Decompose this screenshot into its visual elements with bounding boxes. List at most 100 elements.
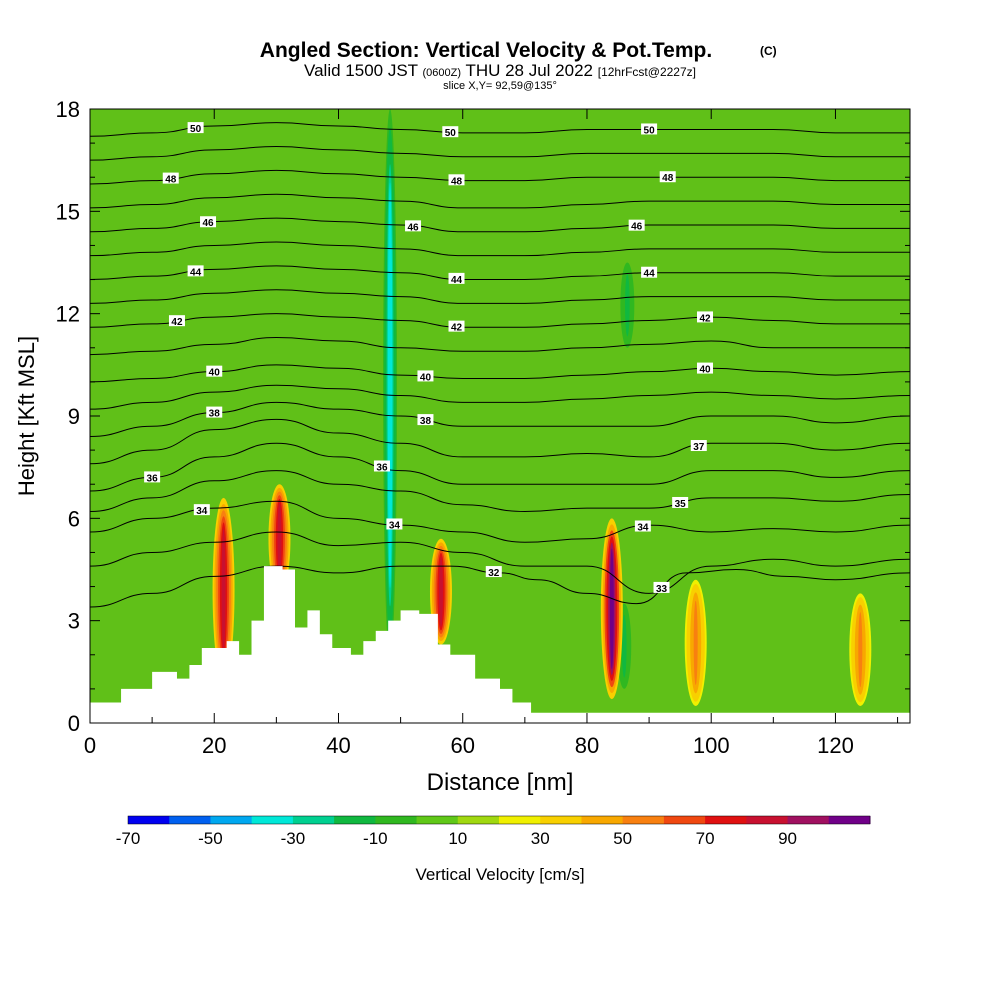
- colorbar-swatch: [622, 816, 665, 824]
- isentrope-label: 34: [193, 504, 210, 517]
- isentrope-label: 34: [386, 518, 403, 531]
- isentrope-49: [90, 146, 910, 161]
- isentrope-label: 46: [405, 220, 422, 233]
- updraft-contour: [693, 600, 698, 685]
- svg-text:46: 46: [631, 222, 643, 233]
- colorbar-tick-label: -10: [363, 829, 388, 848]
- isentrope-label: 36: [144, 471, 161, 484]
- isentrope-label: 42: [168, 315, 185, 328]
- isentrope-label: 46: [200, 216, 217, 229]
- colorbar-swatch: [828, 816, 871, 824]
- colorbar-tick-label: 90: [778, 829, 797, 848]
- svg-text:46: 46: [407, 222, 419, 233]
- colorbar-swatch: [334, 816, 376, 824]
- terrain: [90, 566, 910, 723]
- isentrope-label: 50: [442, 126, 459, 139]
- isentrope-46: [90, 217, 910, 233]
- updraft-cell: [212, 497, 235, 683]
- colorbar-swatch: [581, 816, 624, 824]
- updraft-contour: [221, 528, 226, 652]
- downdraft-cell: [383, 109, 398, 662]
- colorbar-swatch: [663, 816, 706, 824]
- isentrope-label: 33: [653, 581, 670, 595]
- y-tick-label: 12: [56, 302, 80, 327]
- colorbar-swatch: [787, 816, 830, 824]
- isentrope-37: [90, 418, 910, 465]
- isentrope-label: 44: [641, 266, 658, 280]
- y-axis-label: Height [Kft MSL]: [14, 336, 39, 496]
- downdraft-contour: [625, 276, 630, 334]
- isentrope-47: [90, 193, 910, 209]
- svg-text:40: 40: [209, 368, 221, 379]
- y-tick-label: 3: [68, 609, 80, 634]
- updraft-cell: [600, 518, 623, 700]
- isentrope-41: [90, 337, 910, 356]
- colorbar-swatch: [499, 816, 541, 824]
- downdraft-contour: [622, 617, 627, 675]
- isentrope-label: 38: [206, 406, 223, 420]
- downdraft-cell: [617, 603, 632, 689]
- svg-text:38: 38: [420, 416, 432, 427]
- isentrope-label: 48: [659, 171, 676, 184]
- svg-text:33: 33: [656, 584, 668, 595]
- svg-text:38: 38: [209, 409, 221, 420]
- chart-title-suffix: (C): [760, 44, 777, 58]
- isentrope-45: [90, 241, 910, 257]
- colorbar-tick-label: -30: [281, 829, 306, 848]
- svg-text:32: 32: [488, 568, 500, 579]
- downdraft-contour: [388, 201, 393, 570]
- svg-text:35: 35: [675, 499, 687, 510]
- colorbar-swatch: [375, 816, 418, 824]
- isentrope-33: [90, 531, 910, 594]
- downdraft-cell: [620, 262, 635, 348]
- svg-text:42: 42: [171, 317, 183, 328]
- isentrope-48: [90, 169, 910, 185]
- svg-text:44: 44: [190, 267, 202, 278]
- velocity-cells: [212, 109, 872, 706]
- isentrope-label: 48: [162, 172, 179, 186]
- colorbar-swatch: [746, 816, 789, 824]
- colorbar-tick-label: 70: [696, 829, 715, 848]
- isentrope-label: 50: [187, 122, 204, 135]
- isentrope-43: [90, 289, 910, 304]
- isentrope-32: [90, 565, 910, 608]
- colorbar-swatch: [128, 816, 170, 824]
- x-tick-label: 40: [326, 733, 350, 758]
- svg-text:50: 50: [644, 125, 656, 136]
- svg-text:42: 42: [699, 313, 711, 324]
- isentrope-label: 34: [634, 520, 651, 534]
- colorbar-swatch: [251, 816, 294, 824]
- isentrope-label: 35: [672, 496, 689, 510]
- svg-text:48: 48: [451, 176, 463, 187]
- y-tick-label: 9: [68, 404, 80, 429]
- isentrope-50: [90, 122, 910, 137]
- isentrope-label: 40: [206, 365, 223, 379]
- updraft-contour: [438, 556, 443, 627]
- updraft-cell: [849, 593, 872, 706]
- isentropes: [90, 122, 910, 608]
- subtitle-date: THU 28 Jul 2022: [465, 61, 593, 80]
- colorbar-swatch: [540, 816, 582, 824]
- isentrope-35: [90, 470, 910, 513]
- svg-text:34: 34: [637, 523, 649, 534]
- colorbar-tick-label: 30: [531, 829, 550, 848]
- updraft-contour: [609, 548, 614, 669]
- colorbar: -70 -50 -30 -10 10 30 50 70 90: [116, 815, 871, 848]
- colorbar-swatch: [169, 816, 211, 824]
- colorbar-label: Vertical Velocity [cm/s]: [415, 865, 584, 884]
- isentrope-42: [90, 313, 910, 328]
- isentrope-label: 50: [641, 123, 658, 136]
- x-tick-label: 20: [202, 733, 226, 758]
- subtitle-valid: Valid 1500 JST: [304, 61, 418, 80]
- svg-text:48: 48: [662, 173, 674, 184]
- colorbar-frame: [127, 815, 871, 825]
- isentrope-label: 36: [373, 460, 390, 473]
- svg-text:48: 48: [165, 175, 177, 186]
- x-tick-label: 60: [450, 733, 474, 758]
- svg-text:44: 44: [451, 275, 463, 286]
- updraft-cell: [684, 579, 707, 706]
- isentrope-label: 40: [417, 370, 434, 383]
- colorbar-tick-label: 10: [448, 829, 467, 848]
- isentrope-44: [90, 265, 910, 281]
